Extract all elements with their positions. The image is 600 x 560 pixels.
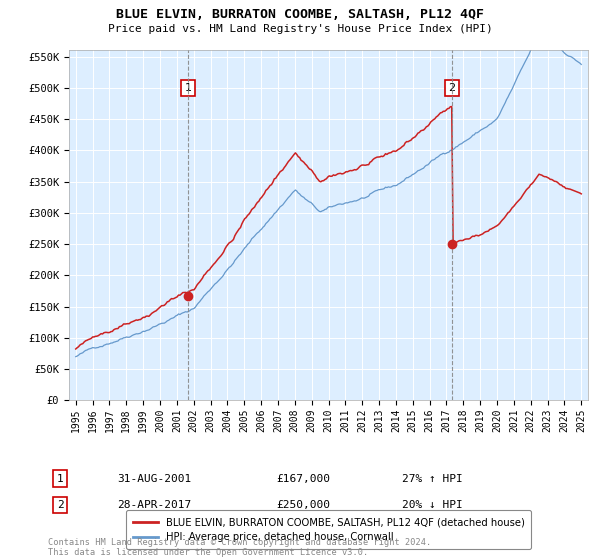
Text: 2: 2 bbox=[56, 500, 64, 510]
Text: £250,000: £250,000 bbox=[276, 500, 330, 510]
Text: 27% ↑ HPI: 27% ↑ HPI bbox=[402, 474, 463, 484]
Text: 31-AUG-2001: 31-AUG-2001 bbox=[117, 474, 191, 484]
Legend: BLUE ELVIN, BURRATON COOMBE, SALTASH, PL12 4QF (detached house), HPI: Average pr: BLUE ELVIN, BURRATON COOMBE, SALTASH, PL… bbox=[125, 510, 532, 549]
Text: 20% ↓ HPI: 20% ↓ HPI bbox=[402, 500, 463, 510]
Text: 28-APR-2017: 28-APR-2017 bbox=[117, 500, 191, 510]
Text: 1: 1 bbox=[185, 83, 191, 93]
Text: £167,000: £167,000 bbox=[276, 474, 330, 484]
Text: 2: 2 bbox=[448, 83, 455, 93]
Text: Price paid vs. HM Land Registry's House Price Index (HPI): Price paid vs. HM Land Registry's House … bbox=[107, 24, 493, 34]
Text: Contains HM Land Registry data © Crown copyright and database right 2024.
This d: Contains HM Land Registry data © Crown c… bbox=[48, 538, 431, 557]
Text: BLUE ELVIN, BURRATON COOMBE, SALTASH, PL12 4QF: BLUE ELVIN, BURRATON COOMBE, SALTASH, PL… bbox=[116, 8, 484, 21]
Text: 1: 1 bbox=[56, 474, 64, 484]
